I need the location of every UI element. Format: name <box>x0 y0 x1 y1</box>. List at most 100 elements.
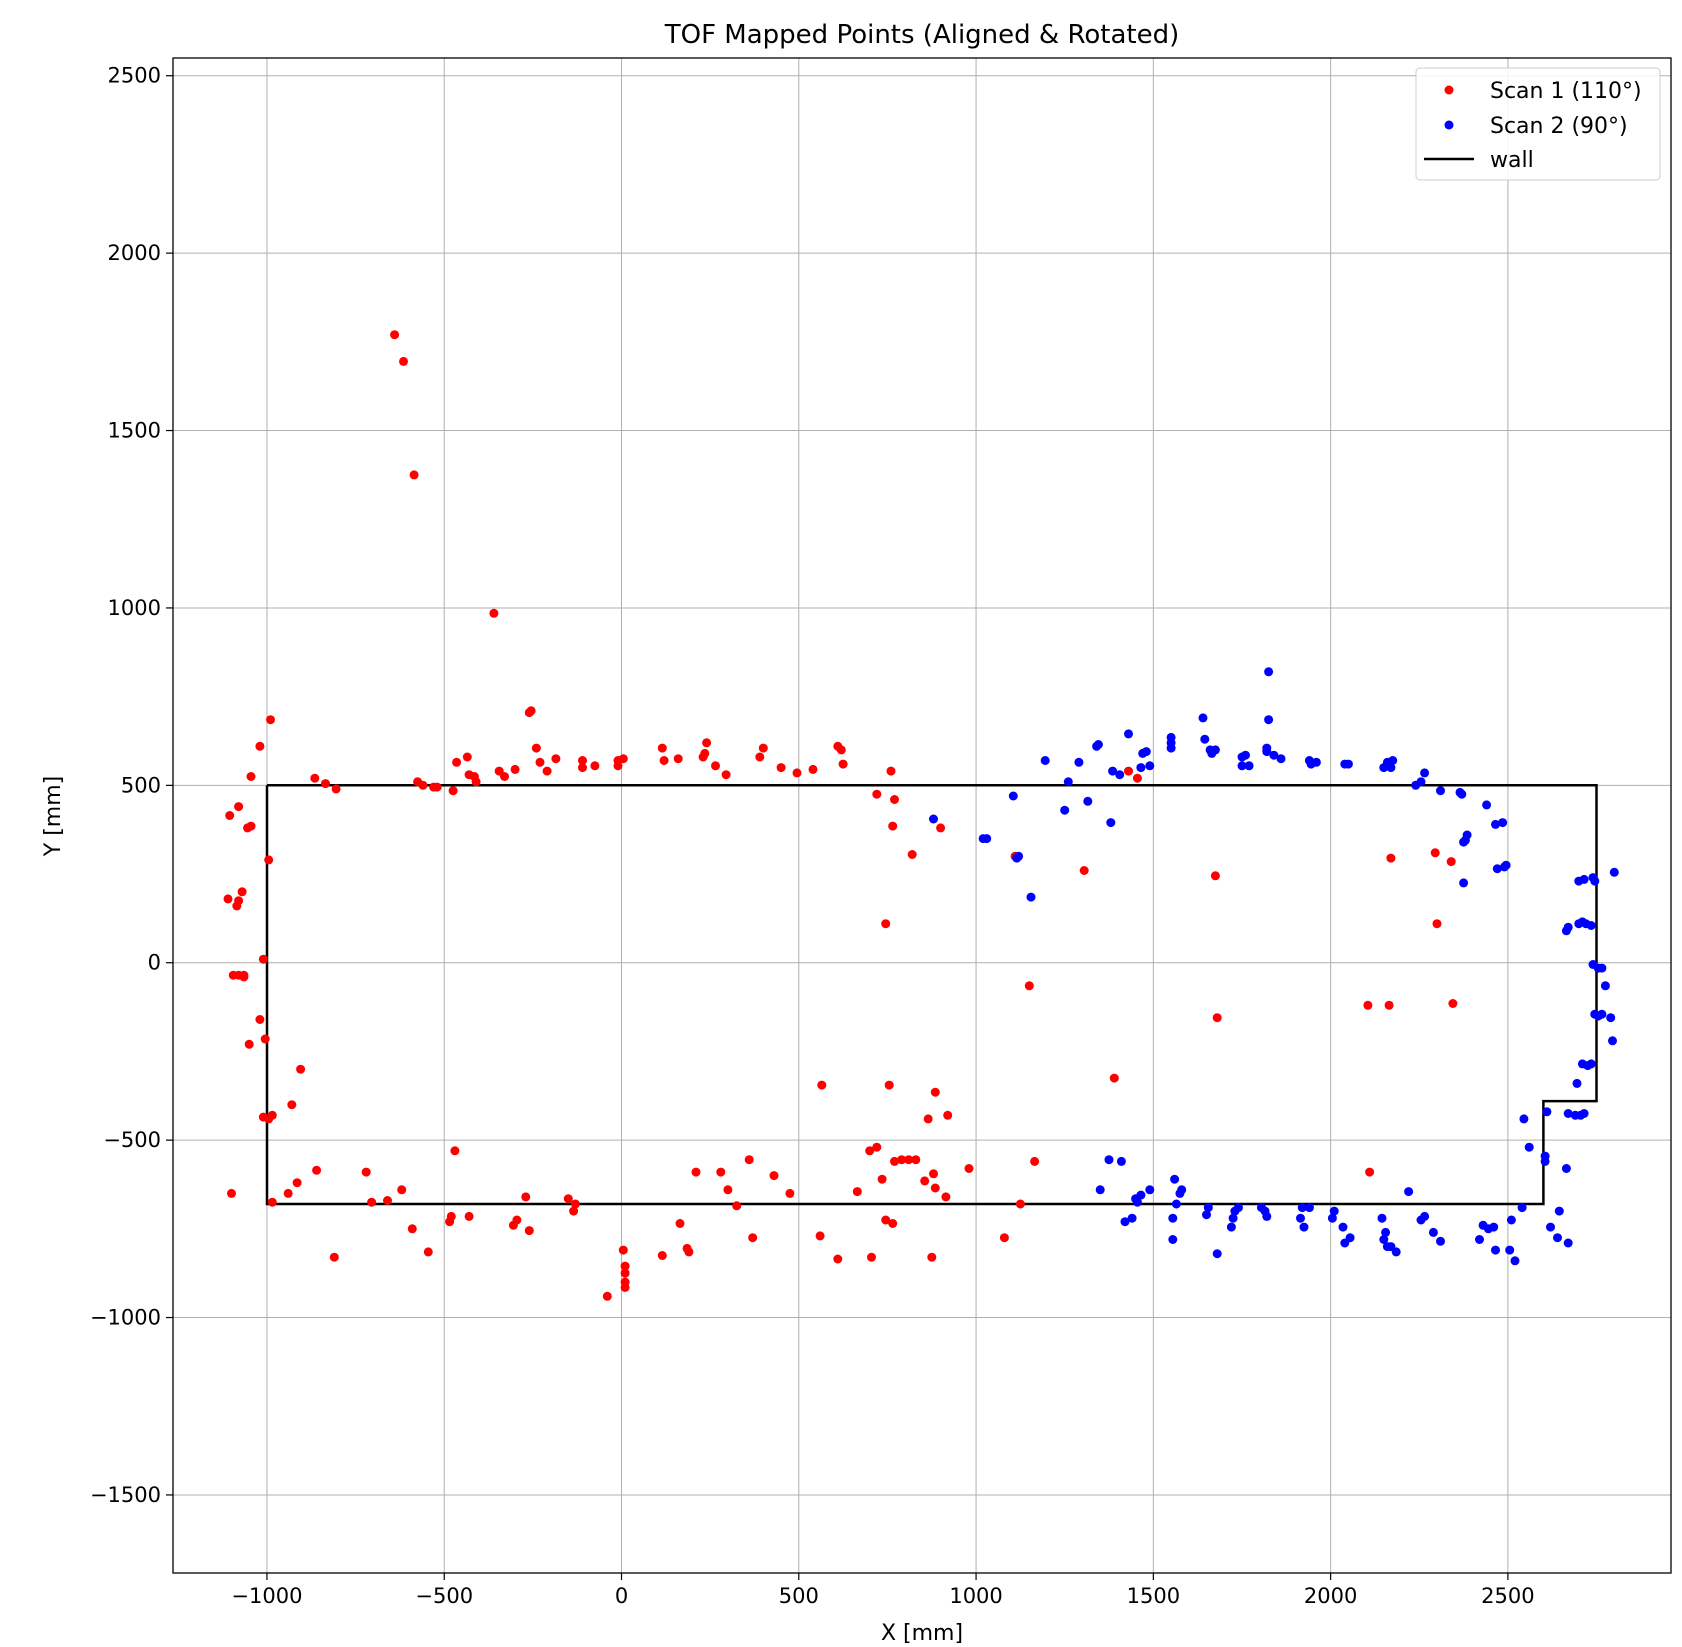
scan-1-point <box>936 823 946 833</box>
scan-1-point <box>744 1155 754 1165</box>
scan-2-point <box>1166 743 1176 753</box>
scan-1-point <box>1024 981 1034 991</box>
scan-2-point <box>1136 1190 1146 1200</box>
scan-2-point <box>1597 963 1607 973</box>
scan-1-point <box>620 1282 630 1292</box>
scan-1-point <box>929 1169 938 1179</box>
scan-2-point <box>1060 805 1070 815</box>
scan-2-point <box>1505 1245 1515 1255</box>
legend-label-scan-1: Scan 1 (110°) <box>1490 79 1642 104</box>
scan-1-point <box>700 748 710 758</box>
scan-1-point <box>785 1188 795 1198</box>
scan-1-point <box>296 1064 306 1074</box>
plot-frame <box>172 57 1672 1574</box>
x-axis-label: X [mm] <box>881 1621 963 1646</box>
scan-1-point <box>512 1215 522 1225</box>
x-tick-label: −500 <box>415 1584 473 1608</box>
scan-1-point <box>312 1165 322 1175</box>
scan-1-point <box>867 1252 876 1262</box>
scan-2-point <box>1311 757 1321 767</box>
scan-1-point <box>1384 1000 1394 1010</box>
scan-2-point <box>1168 1235 1178 1244</box>
scan-2-point <box>1436 786 1445 796</box>
scan-2-point <box>929 814 938 824</box>
scan-2-point <box>1597 1009 1607 1019</box>
scan-2-point <box>1542 1107 1552 1117</box>
scan-2-point <box>1127 1213 1137 1223</box>
scan-1-point <box>397 1185 407 1195</box>
scan-1-point <box>941 1192 951 1202</box>
scan-1-point <box>399 356 408 366</box>
scan-2-point <box>1546 1222 1555 1232</box>
y-tick-label: 2000 <box>108 241 161 265</box>
scan-1-point <box>691 1167 701 1177</box>
scan-1-point <box>755 752 765 762</box>
scan-1-point <box>1015 1199 1025 1209</box>
scan-1-point <box>999 1233 1009 1243</box>
scan-2-point <box>1264 667 1274 677</box>
scan-2-point <box>1563 1109 1573 1118</box>
scan-1-point <box>808 764 818 774</box>
scan-2-point <box>1228 1213 1238 1223</box>
scan-2-point <box>1198 713 1208 723</box>
wall-line <box>265 784 1598 1206</box>
scan-1-point <box>246 772 256 781</box>
scan-2-point <box>1586 921 1596 930</box>
scan-2-point <box>1428 1227 1438 1237</box>
scan-2-point <box>1040 756 1050 765</box>
scan-2-point <box>1132 1197 1142 1207</box>
scan-1-point <box>890 795 899 804</box>
scan-1-point <box>329 1252 339 1262</box>
scan-1-point <box>287 1100 297 1110</box>
scan-2-point <box>1540 1156 1550 1166</box>
scan-1-point <box>267 1197 277 1207</box>
y-axis-ticks: −1500 −1000 −500 0 500 1000 1500 2000 2500 <box>90 64 173 1507</box>
y-tick-label: 1000 <box>108 596 161 620</box>
scan-1-point <box>239 970 249 980</box>
scan-1-point <box>815 1231 825 1241</box>
scan-2-point <box>1561 1164 1571 1173</box>
y-tick-label: −1500 <box>90 1483 161 1507</box>
scan-1-point <box>964 1164 974 1173</box>
scan-2-point <box>1063 777 1073 787</box>
y-tick-label: −1000 <box>90 1306 161 1330</box>
scan-1-point <box>890 1156 899 1166</box>
scan-1-point <box>266 715 275 725</box>
scan-1-point <box>1446 857 1456 867</box>
scan-2-point <box>1501 860 1511 870</box>
scan-1-point <box>792 768 802 778</box>
scan-1-point <box>244 1039 254 1049</box>
scan-2-point <box>1092 741 1102 751</box>
x-tick-label: 1500 <box>1127 1584 1180 1608</box>
scan-1-point <box>886 766 896 776</box>
scan-1-point <box>1363 1000 1373 1010</box>
scan-1-point <box>923 1114 933 1124</box>
scan-2-point <box>1524 1142 1534 1152</box>
scan-2-point <box>1506 1215 1516 1225</box>
scan-1-point <box>659 756 669 765</box>
scan-1-point <box>758 743 768 753</box>
scan-1-point <box>578 756 587 765</box>
scan-1-point <box>510 764 520 774</box>
scan-2-point <box>1108 766 1118 776</box>
scan-1-point <box>1109 1073 1119 1083</box>
scan-2-point <box>1498 818 1508 828</box>
scan-1-point <box>721 770 731 780</box>
scan-2-point <box>1491 819 1500 829</box>
scan-1-point <box>769 1171 779 1181</box>
scan-1-point <box>535 757 545 767</box>
scan-2-point <box>1459 878 1469 888</box>
scan-1-point <box>234 896 244 906</box>
scan-2-point <box>1237 761 1247 771</box>
x-axis-ticks: −1000 −500 0 500 1000 1500 2000 2500 <box>231 1573 1535 1608</box>
scan-1-point <box>578 763 587 773</box>
scan-1-point <box>1386 853 1396 863</box>
scan-1-point <box>927 1252 937 1262</box>
scan-2-point <box>1299 1222 1309 1232</box>
scan-1-point <box>521 1192 531 1202</box>
x-tick-label: 0 <box>615 1584 628 1608</box>
scan-1-point <box>267 1110 277 1120</box>
scan-2-point <box>1482 800 1492 810</box>
scan-1-point <box>723 1185 733 1195</box>
scan-2-point <box>1492 864 1502 874</box>
